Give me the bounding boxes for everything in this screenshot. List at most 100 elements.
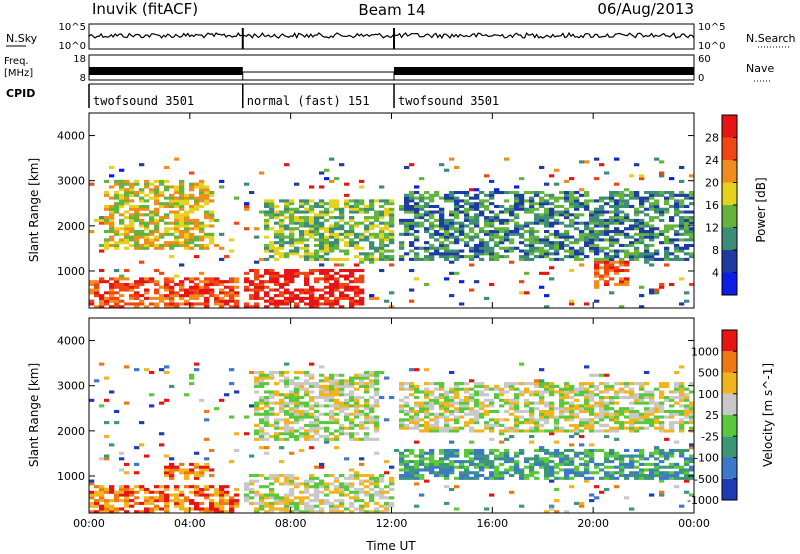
heat-cell <box>444 199 450 203</box>
heat-cell <box>274 213 280 217</box>
heat-cell <box>589 499 595 503</box>
heat-cell <box>469 196 475 200</box>
heat-cell <box>354 285 360 289</box>
heat-cell <box>184 471 190 475</box>
heat-cell <box>369 418 375 422</box>
heat-cell <box>289 490 295 494</box>
heat-cell <box>499 474 505 478</box>
heat-cell <box>679 204 685 209</box>
heat-cell <box>554 423 560 427</box>
heat-cell <box>329 482 335 486</box>
heat-cell <box>594 249 600 253</box>
heat-cell <box>634 398 640 402</box>
heat-cell <box>629 243 635 248</box>
heat-cell <box>529 210 535 214</box>
heat-cell <box>349 504 355 508</box>
heat-cell <box>619 221 625 225</box>
heat-cell <box>389 257 395 261</box>
heat-cell <box>269 409 275 414</box>
heat-cell <box>639 393 645 397</box>
heat-cell <box>169 384 175 388</box>
heat-cell <box>284 271 290 275</box>
heat-cell <box>389 235 395 239</box>
heat-cell <box>274 294 280 298</box>
heat-cell <box>529 382 535 386</box>
heat-cell <box>149 238 155 242</box>
heat-cell <box>294 398 300 402</box>
heat-cell <box>104 299 110 303</box>
heat-cell <box>349 271 355 275</box>
heat-cell <box>279 243 285 248</box>
heat-cell <box>569 241 575 245</box>
heat-cell <box>379 479 385 483</box>
heat-cell <box>284 379 290 383</box>
heat-cell <box>524 243 530 248</box>
colorbar-swatch <box>722 372 737 394</box>
heat-cell <box>389 238 395 242</box>
heat-cell <box>509 429 515 433</box>
heat-cell <box>159 499 165 503</box>
heat-cell <box>384 490 390 494</box>
heat-cell <box>134 510 140 514</box>
heat-cell <box>364 510 370 514</box>
heat-cell <box>589 232 595 236</box>
heat-cell <box>649 471 655 475</box>
heat-cell <box>254 423 260 427</box>
heat-cell <box>344 204 350 209</box>
heat-cell <box>299 426 305 430</box>
heat-cell <box>604 407 610 411</box>
heat-cell <box>624 382 630 386</box>
heat-cell <box>679 224 685 228</box>
heat-cell <box>569 412 575 416</box>
heat-cell <box>654 191 660 195</box>
heat-cell <box>564 207 570 211</box>
heat-cell <box>609 249 615 253</box>
heat-cell <box>339 224 345 228</box>
heat-cell <box>124 365 130 369</box>
heat-cell <box>499 451 505 455</box>
heat-cell <box>349 468 355 472</box>
heat-cell <box>324 302 330 306</box>
heat-cell <box>664 396 670 400</box>
heat-cell <box>274 412 280 416</box>
heat-cell <box>314 384 320 388</box>
heat-cell <box>314 485 320 489</box>
freq-band <box>89 67 243 75</box>
heat-cell <box>319 263 325 267</box>
heat-cell <box>309 479 315 483</box>
heat-cell <box>274 257 280 261</box>
heat-cell <box>119 193 125 197</box>
heat-cell <box>279 252 285 256</box>
heat-cell <box>674 409 680 414</box>
heat-cell <box>309 257 315 261</box>
heat-cell <box>289 429 295 433</box>
heat-cell <box>374 429 380 433</box>
heat-cell <box>439 246 445 250</box>
heat-cell <box>594 299 600 303</box>
heat-cell <box>294 207 300 211</box>
heat-cell <box>374 249 380 253</box>
heat-cell <box>134 232 140 236</box>
heat-cell <box>124 193 130 197</box>
heat-cell <box>439 216 445 220</box>
heat-cell <box>604 196 610 200</box>
heat-cell <box>244 288 250 292</box>
heat-cell <box>489 238 495 242</box>
heat-cell <box>319 204 325 209</box>
heat-cell <box>469 188 475 192</box>
heat-cell <box>264 243 270 248</box>
heat-cell <box>384 496 390 500</box>
heat-cell <box>204 191 210 195</box>
heat-cell <box>534 218 540 222</box>
heat-cell <box>164 202 170 206</box>
heat-cell <box>284 291 290 295</box>
heat-cell <box>514 462 520 466</box>
heat-cell <box>469 204 475 209</box>
heat-cell <box>649 257 655 261</box>
heat-cell <box>304 393 310 397</box>
heat-cell <box>474 462 480 466</box>
heat-cell <box>679 426 685 430</box>
heat-cell <box>584 365 590 369</box>
heat-cell <box>514 224 520 228</box>
heat-cell <box>284 296 290 300</box>
